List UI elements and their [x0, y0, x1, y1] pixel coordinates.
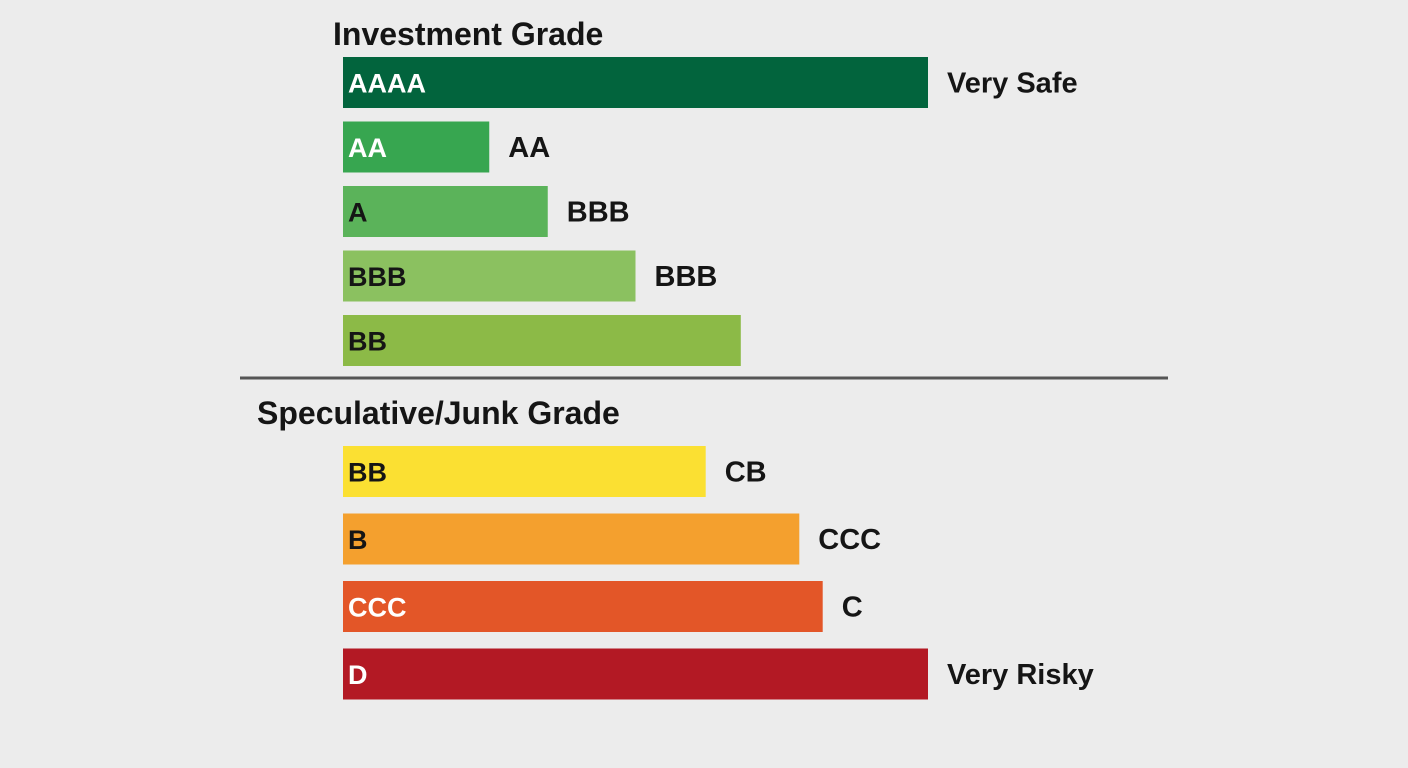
- bar-bb: [343, 446, 706, 497]
- bar-side-label: Very Safe: [947, 68, 1078, 100]
- bar-side-label: C: [842, 592, 863, 624]
- bar-label: D: [348, 660, 368, 690]
- speculative-grade-title: Speculative/Junk Grade: [257, 395, 620, 431]
- bar-side-label: BBB: [655, 261, 718, 293]
- bar-label: A: [348, 198, 368, 228]
- bar-bb: [343, 315, 741, 366]
- bar-aa: [343, 121, 490, 173]
- bar-b: [343, 513, 800, 565]
- bar-label: AA: [348, 133, 387, 163]
- bar-side-label: AA: [508, 132, 550, 164]
- bar-side-label: CB: [725, 457, 767, 489]
- bar-side-label: BBB: [567, 197, 630, 229]
- bar-a: [343, 186, 548, 237]
- bar-ccc: [343, 581, 823, 632]
- bar-label: B: [348, 525, 368, 555]
- bar-label: BB: [348, 327, 387, 357]
- bar-label: BBB: [348, 262, 407, 292]
- bar-bbb: [343, 250, 636, 302]
- bar-label: CCC: [348, 593, 407, 623]
- bar-label: BB: [348, 458, 387, 488]
- investment-grade-title: Investment Grade: [333, 16, 603, 52]
- bar-side-label: CCC: [818, 524, 881, 556]
- bar-side-label: Very Risky: [947, 659, 1094, 691]
- bar-d: [343, 648, 928, 700]
- bar-aaaa: [343, 57, 928, 108]
- bar-label: AAAA: [348, 69, 426, 99]
